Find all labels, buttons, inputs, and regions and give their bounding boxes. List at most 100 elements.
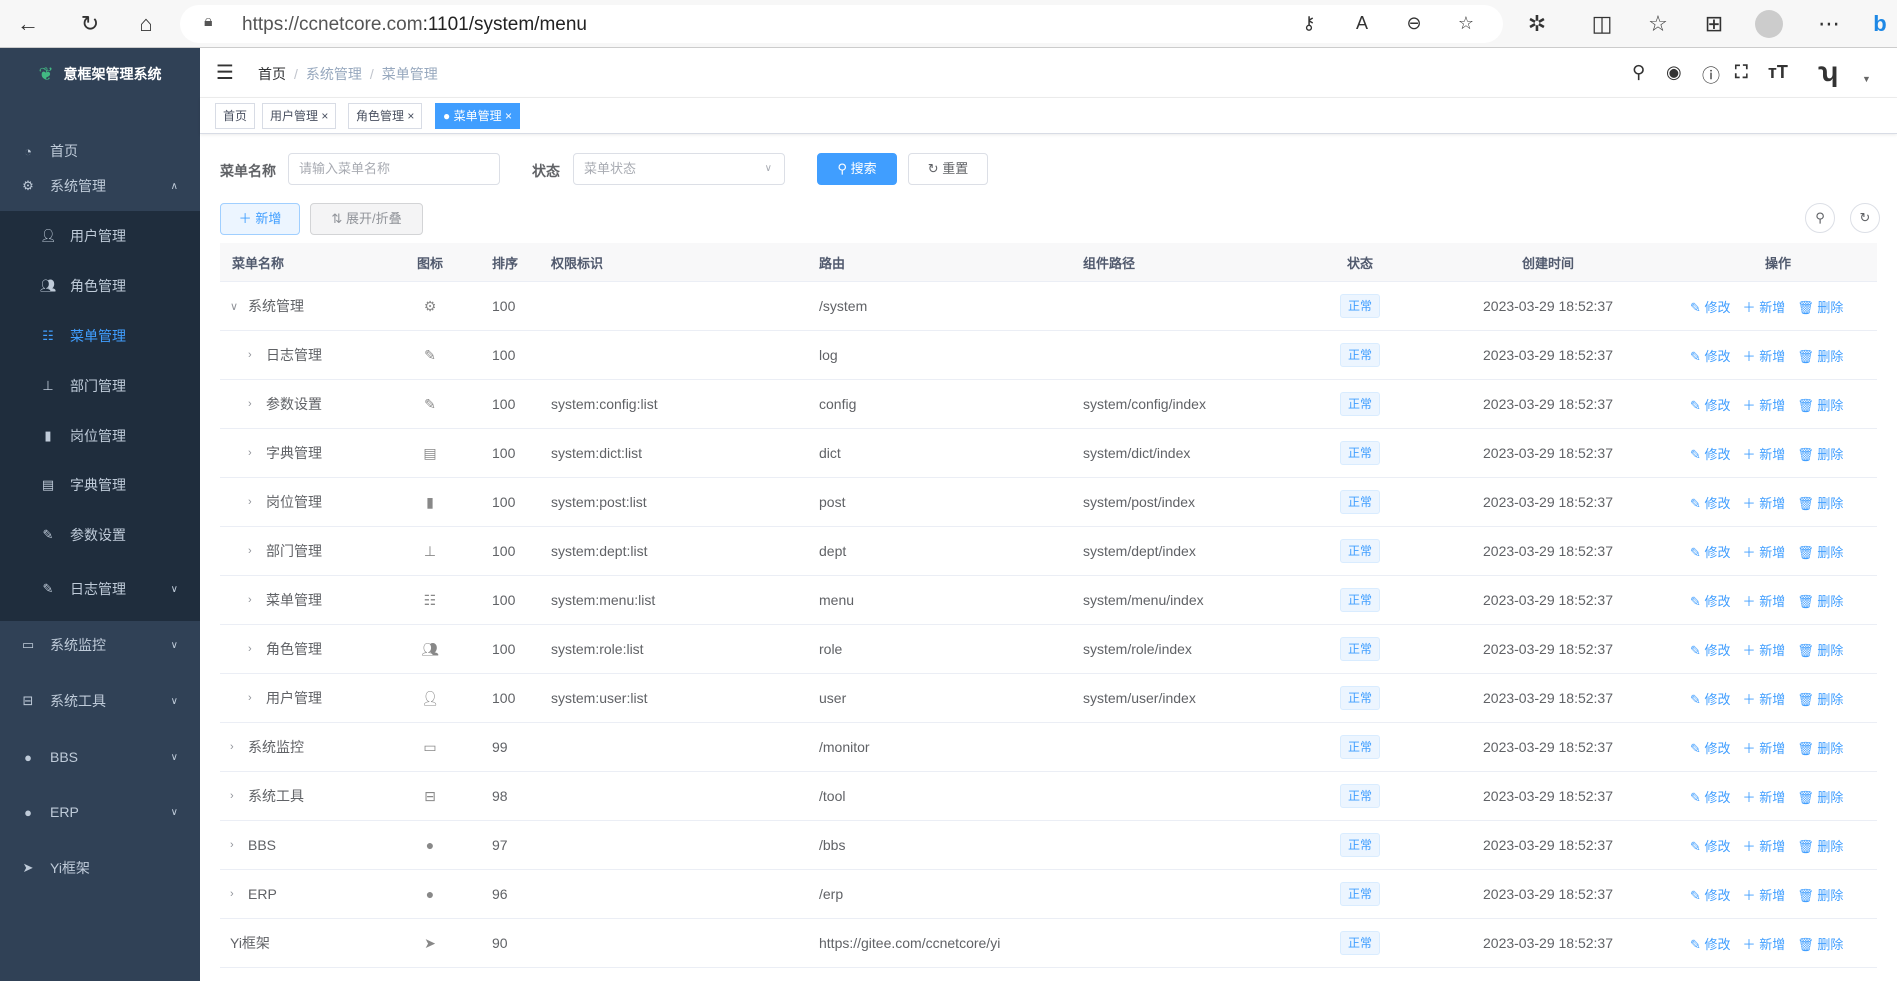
sidebar-item[interactable]: 👤︎ 用户管理 xyxy=(0,211,200,261)
add-button[interactable]: ＋ 新增 xyxy=(220,203,300,235)
sidebar-item[interactable]: ● BBS ∨ xyxy=(0,732,200,782)
delete-button[interactable]: 🗑︎ 删除 xyxy=(1797,397,1844,413)
sidebar-item[interactable]: ◔ 首页 xyxy=(0,126,200,176)
sidebar-item[interactable]: ☷ 菜单管理 xyxy=(0,311,200,361)
close-icon[interactable]: × xyxy=(504,109,512,123)
delete-button[interactable]: 🗑︎ 删除 xyxy=(1797,936,1844,952)
bing-icon[interactable]: b xyxy=(1873,11,1887,36)
close-icon[interactable]: × xyxy=(407,109,415,123)
add-child-button[interactable]: ＋ 新增 xyxy=(1742,642,1786,658)
edit-button[interactable]: ✎ 修改 xyxy=(1690,544,1731,560)
chevron-down-icon[interactable]: ∨ xyxy=(230,300,239,313)
delete-button[interactable]: 🗑︎ 删除 xyxy=(1797,740,1844,756)
caret-down-icon[interactable]: ▼ xyxy=(1862,74,1871,84)
hamburger-icon[interactable]: ☰ xyxy=(216,62,234,84)
edit-button[interactable]: ✎ 修改 xyxy=(1690,446,1731,462)
edit-button[interactable]: ✎ 修改 xyxy=(1690,348,1731,364)
delete-button[interactable]: 🗑︎ 删除 xyxy=(1797,593,1844,609)
zoom-out-icon[interactable]: ⊖ xyxy=(1406,13,1422,33)
address-bar[interactable]: 🔒︎ https://ccnetcore.com:1101/system/men… xyxy=(180,5,1503,43)
chevron-right-icon[interactable]: › xyxy=(248,692,252,704)
chevron-right-icon[interactable]: › xyxy=(248,349,252,361)
chevron-right-icon[interactable]: › xyxy=(248,447,252,459)
delete-button[interactable]: 🗑︎ 删除 xyxy=(1797,789,1844,805)
chevron-right-icon[interactable]: › xyxy=(248,545,252,557)
add-child-button[interactable]: ＋ 新增 xyxy=(1742,740,1786,756)
home-icon[interactable]: ⌂ xyxy=(139,11,153,36)
sidebar-item[interactable]: ⊥ 部门管理 xyxy=(0,361,200,411)
delete-button[interactable]: 🗑︎ 删除 xyxy=(1797,299,1844,315)
delete-button[interactable]: 🗑︎ 删除 xyxy=(1797,642,1844,658)
sidebar-item[interactable]: ⚙ 系统管理 ∧ xyxy=(0,161,200,211)
add-child-button[interactable]: ＋ 新增 xyxy=(1742,838,1786,854)
tag-menu[interactable]: ● 菜单管理 × xyxy=(435,103,520,129)
search-icon[interactable]: ⚲ xyxy=(1632,62,1646,82)
delete-button[interactable]: 🗑︎ 删除 xyxy=(1797,348,1844,364)
edit-button[interactable]: ✎ 修改 xyxy=(1690,495,1731,511)
chevron-right-icon[interactable]: › xyxy=(248,594,252,606)
tag-user[interactable]: 用户管理 × xyxy=(262,103,337,129)
help-icon[interactable]: ⓘ xyxy=(1702,66,1720,86)
chevron-right-icon[interactable]: › xyxy=(230,790,234,802)
edit-button[interactable]: ✎ 修改 xyxy=(1690,691,1731,707)
edit-button[interactable]: ✎ 修改 xyxy=(1690,936,1731,952)
collections-icon[interactable]: ⊞ xyxy=(1704,11,1724,36)
tag-role[interactable]: 角色管理 × xyxy=(348,103,423,129)
refresh-table-button[interactable]: ↻ xyxy=(1850,203,1880,233)
add-favorite-icon[interactable]: ☆ xyxy=(1457,13,1475,33)
sidebar-item[interactable]: ✎ 参数设置 xyxy=(0,510,200,560)
add-child-button[interactable]: ＋ 新增 xyxy=(1742,789,1786,805)
sidebar-item[interactable]: ▭ 系统监控 ∨ xyxy=(0,620,200,670)
more-icon[interactable]: ⋯ xyxy=(1818,11,1840,36)
delete-button[interactable]: 🗑︎ 删除 xyxy=(1797,446,1844,462)
extensions-icon[interactable]: ✲ xyxy=(1527,11,1547,36)
add-child-button[interactable]: ＋ 新增 xyxy=(1742,348,1786,364)
split-screen-icon[interactable]: ◫ xyxy=(1591,11,1613,36)
toggle-search-button[interactable]: ⚲ xyxy=(1805,203,1835,233)
github-icon[interactable]: ◉ xyxy=(1666,62,1682,82)
delete-button[interactable]: 🗑︎ 删除 xyxy=(1797,838,1844,854)
add-child-button[interactable]: ＋ 新增 xyxy=(1742,887,1786,903)
add-child-button[interactable]: ＋ 新增 xyxy=(1742,691,1786,707)
add-child-button[interactable]: ＋ 新增 xyxy=(1742,936,1786,952)
chevron-right-icon[interactable]: › xyxy=(230,888,234,900)
add-child-button[interactable]: ＋ 新增 xyxy=(1742,446,1786,462)
chevron-right-icon[interactable]: › xyxy=(248,398,252,410)
chevron-right-icon[interactable]: › xyxy=(230,839,234,851)
edit-button[interactable]: ✎ 修改 xyxy=(1690,593,1731,609)
edit-button[interactable]: ✎ 修改 xyxy=(1690,789,1731,805)
edit-button[interactable]: ✎ 修改 xyxy=(1690,887,1731,903)
edit-button[interactable]: ✎ 修改 xyxy=(1690,299,1731,315)
chevron-right-icon[interactable]: › xyxy=(248,496,252,508)
sidebar-item[interactable]: ▤ 字典管理 xyxy=(0,460,200,510)
chevron-right-icon[interactable]: › xyxy=(248,643,252,655)
delete-button[interactable]: 🗑︎ 删除 xyxy=(1797,495,1844,511)
read-aloud-icon[interactable]: A xyxy=(1355,13,1368,33)
refresh-icon[interactable]: ↻ xyxy=(80,11,100,36)
add-child-button[interactable]: ＋ 新增 xyxy=(1742,593,1786,609)
search-button[interactable]: ⚲ 搜索 xyxy=(817,153,897,185)
expand-collapse-button[interactable]: ⇅ 展开/折叠 xyxy=(310,203,423,235)
fullscreen-icon[interactable]: ⛶ xyxy=(1735,62,1748,82)
add-child-button[interactable]: ＋ 新增 xyxy=(1742,299,1786,315)
profile-avatar[interactable] xyxy=(1755,10,1783,38)
breadcrumb-home[interactable]: 首页 xyxy=(258,66,286,82)
edit-button[interactable]: ✎ 修改 xyxy=(1690,397,1731,413)
add-child-button[interactable]: ＋ 新增 xyxy=(1742,495,1786,511)
add-child-button[interactable]: ＋ 新增 xyxy=(1742,544,1786,560)
sidebar-item[interactable]: ➤ Yi框架 xyxy=(0,843,200,893)
font-size-icon[interactable]: тT xyxy=(1768,62,1788,82)
edit-button[interactable]: ✎ 修改 xyxy=(1690,740,1731,756)
edit-button[interactable]: ✎ 修改 xyxy=(1690,642,1731,658)
delete-button[interactable]: 🗑︎ 删除 xyxy=(1797,887,1844,903)
favorites-icon[interactable]: ☆ xyxy=(1648,11,1668,36)
status-select[interactable]: 菜单状态 ∨ xyxy=(573,153,785,185)
sidebar-item[interactable]: ⊟ 系统工具 ∨ xyxy=(0,676,200,726)
back-icon[interactable]: ← xyxy=(17,11,39,36)
close-icon[interactable]: × xyxy=(321,109,329,123)
edit-button[interactable]: ✎ 修改 xyxy=(1690,838,1731,854)
key-icon[interactable]: ⚷ xyxy=(1302,13,1316,33)
add-child-button[interactable]: ＋ 新增 xyxy=(1742,397,1786,413)
reset-button[interactable]: ↻ 重置 xyxy=(908,153,988,185)
tag-home[interactable]: 首页 xyxy=(215,103,256,129)
